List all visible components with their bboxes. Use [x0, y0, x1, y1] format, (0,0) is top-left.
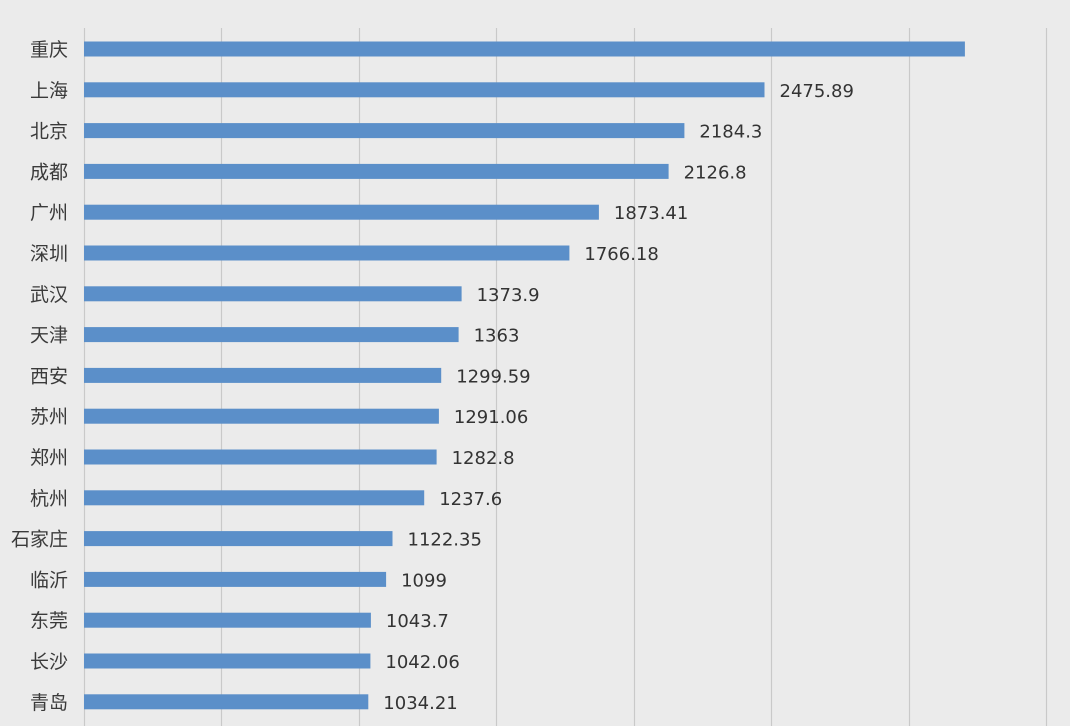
value-label: 1099: [401, 570, 447, 591]
bars: [84, 41, 965, 710]
category-label: 石家庄: [11, 529, 68, 551]
category-label: 上海: [30, 80, 68, 102]
value-label: 1034.21: [383, 693, 457, 714]
category-label: 杭州: [30, 488, 68, 510]
bar-郑州: [84, 449, 437, 465]
category-label: 西安: [30, 365, 68, 387]
category-label: 东莞: [30, 610, 68, 632]
bar-上海: [84, 82, 765, 98]
value-label: 2126.8: [684, 162, 747, 183]
bar-杭州: [84, 490, 425, 506]
category-label: 郑州: [30, 447, 68, 469]
bar-北京: [84, 123, 685, 139]
bar-广州: [84, 204, 599, 220]
category-label: 深圳: [30, 243, 68, 265]
category-label: 苏州: [30, 406, 68, 428]
category-label: 重庆: [30, 39, 68, 61]
value-label: 2475.89: [780, 81, 854, 102]
value-label: 1291.06: [454, 407, 528, 428]
bar-长沙: [84, 653, 371, 669]
category-label: 成都: [30, 161, 68, 183]
value-label: 1237.6: [439, 489, 502, 510]
bar-深圳: [84, 245, 570, 261]
value-label: 1766.18: [584, 244, 658, 265]
category-label: 北京: [30, 121, 68, 143]
bar-武汉: [84, 286, 462, 302]
bar-东莞: [84, 612, 371, 628]
bar-苏州: [84, 408, 439, 424]
category-label: 广州: [30, 202, 68, 224]
bar-成都: [84, 163, 669, 179]
bar-青岛: [84, 694, 369, 710]
value-label: 2184.3: [699, 122, 762, 143]
category-label: 临沂: [30, 569, 68, 591]
value-label: 1282.8: [452, 448, 515, 469]
value-label: 1122.35: [408, 530, 482, 551]
category-label: 青岛: [30, 692, 68, 714]
bar-西安: [84, 367, 442, 383]
category-label: 天津: [30, 325, 68, 347]
value-label: 1873.41: [614, 203, 688, 224]
value-label: 1043.7: [386, 611, 449, 632]
bar-重庆: [84, 41, 965, 57]
value-labels: 2475.89 2184.3 2126.8 1873.41 1766.18 1373.9 1…: [383, 81, 854, 714]
bar-石家庄: [84, 531, 393, 547]
value-label: 1373.9: [477, 285, 540, 306]
value-label: 1042.06: [385, 652, 459, 673]
value-label: 1363: [474, 326, 520, 347]
category-label: 长沙: [30, 651, 68, 673]
bar-临沂: [84, 571, 387, 587]
value-label: 1299.59: [456, 366, 530, 387]
category-label: 武汉: [30, 284, 68, 306]
bar-天津: [84, 327, 459, 343]
